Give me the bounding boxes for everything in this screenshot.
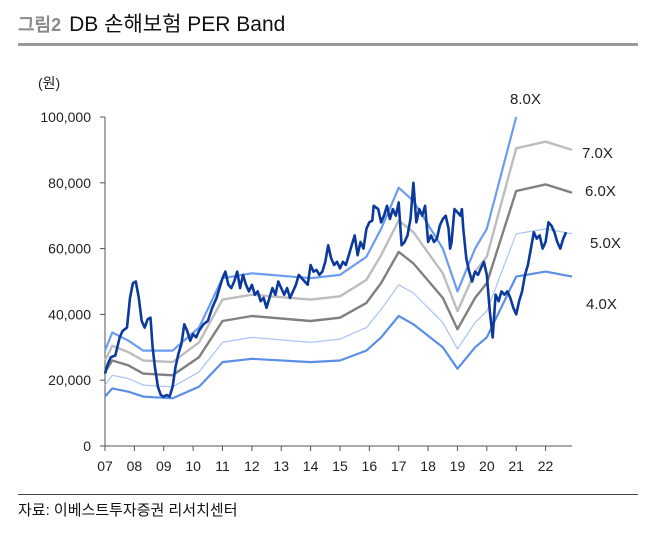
band-label-6x: 6.0X <box>585 183 616 200</box>
band-line-8x <box>103 116 518 352</box>
x-tick-label: 20 <box>479 458 495 474</box>
band-label-8x: 8.0X <box>510 91 541 108</box>
y-tick-label: 40,000 <box>48 306 91 322</box>
price-line <box>103 181 568 398</box>
x-tick-label: 16 <box>362 458 378 474</box>
x-tick-label: 12 <box>244 458 260 474</box>
figure-number: 그림2 <box>18 15 62 35</box>
title-divider <box>18 43 638 46</box>
x-tick-label: 11 <box>215 458 230 474</box>
source-note: 자료: 이베스트투자증권 리서치센터 <box>18 502 238 519</box>
y-tick-label: 100,000 <box>40 109 91 125</box>
y-tick-label: 0 <box>83 438 91 454</box>
band-label-4x: 4.0X <box>586 296 617 313</box>
x-tick-label: 17 <box>391 458 407 474</box>
band-line-4x <box>104 270 573 400</box>
x-tick-label: 22 <box>538 458 554 474</box>
y-tick-label: 80,000 <box>48 175 91 191</box>
x-tick-label: 09 <box>156 458 172 474</box>
y-axis-unit: (원) <box>38 75 60 91</box>
x-tick-label: 07 <box>97 458 113 474</box>
x-tick-label: 14 <box>303 458 319 474</box>
band-line-6x <box>103 183 573 377</box>
price-line-group <box>103 181 568 398</box>
x-tick-label: 18 <box>420 458 436 474</box>
band-lines <box>103 116 573 400</box>
y-tick-label: 60,000 <box>48 241 91 257</box>
x-tick-label: 21 <box>508 458 524 474</box>
x-tick-label: 08 <box>127 458 143 474</box>
band-label-7x: 7.0X <box>582 145 613 162</box>
x-tick-label: 13 <box>273 458 289 474</box>
source-divider <box>18 494 638 495</box>
figure-header: 그림2 DB 손해보험 PER Band <box>18 8 285 42</box>
chart-axes: 0 20,000 40,000 60,000 80,000 100,000 (원) 07 08 0… <box>38 75 572 474</box>
y-tick-label: 20,000 <box>48 372 91 388</box>
x-tick-label: 10 <box>185 458 201 474</box>
band-line-5x <box>104 228 573 388</box>
x-tick-label: 15 <box>332 458 348 474</box>
band-labels: 5.0X 7.0X 6.0X 4.0X 8.0X <box>510 91 621 313</box>
band-label-5x: 5.0X <box>590 235 621 252</box>
chart-title: DB 손해보험 PER Band <box>69 13 286 36</box>
x-tick-label: 19 <box>450 458 466 474</box>
